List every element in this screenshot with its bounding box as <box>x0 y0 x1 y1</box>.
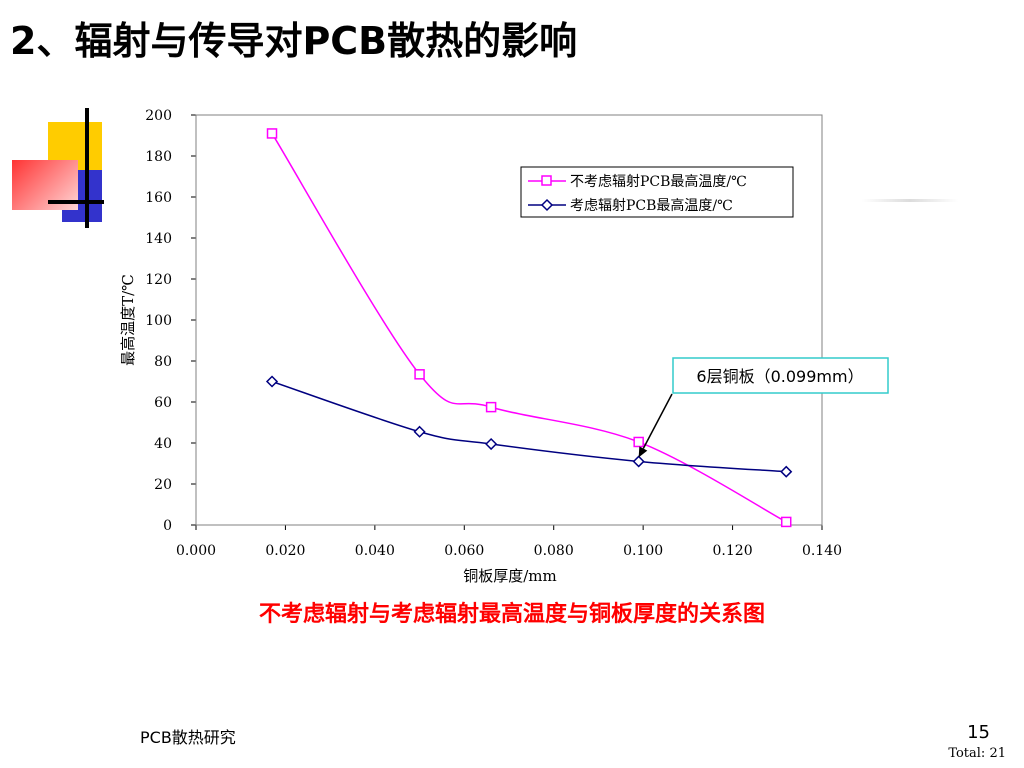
y-tick-label: 40 <box>154 436 172 452</box>
page-number: 15 <box>967 722 990 743</box>
y-tick-label: 120 <box>145 272 172 288</box>
y-tick-label: 200 <box>145 108 172 124</box>
deco-horizontal-line <box>48 200 104 204</box>
series-layer <box>265 128 793 528</box>
y-tick-label: 140 <box>145 231 172 247</box>
data-point-radiation <box>632 455 645 468</box>
x-tick-label: 0.140 <box>802 543 842 559</box>
y-axis-label: 最高温度T/℃ <box>119 274 137 366</box>
y-tick-label: 20 <box>154 477 172 493</box>
x-tick-label: 0.080 <box>534 543 574 559</box>
data-point-no-radiation <box>414 369 425 380</box>
x-tick-label: 0.040 <box>355 543 395 559</box>
legend-marker-radiation <box>540 198 554 212</box>
y-tick-label: 60 <box>154 395 172 411</box>
y-tick-label: 0 <box>163 518 172 534</box>
annotation-arrow <box>642 393 673 449</box>
deco-vertical-line <box>85 108 89 228</box>
x-axis-ticks: 0.000 0.020 0.040 0.060 0.080 0.100 0.120 0.140 <box>176 525 842 559</box>
annotation-text: 6层铜板（0.099mm） <box>696 367 863 386</box>
legend-label-radiation: 考虑辐射PCB最高温度/℃ <box>570 197 733 214</box>
annotation-box <box>672 357 889 394</box>
corner-decoration <box>0 100 110 230</box>
data-point-radiation <box>413 425 426 438</box>
plot-area-frame <box>195 114 823 526</box>
data-point-no-radiation <box>266 128 278 139</box>
slide-title: 2、辐射与传导对PCB散热的影响 <box>10 19 578 63</box>
y-axis-ticks: 0 20 40 60 80 100 120 140 160 180 200 <box>145 108 196 534</box>
decorative-fade-line <box>862 199 958 202</box>
data-point-no-radiation <box>485 401 497 413</box>
total-pages: Total: 21 <box>948 746 1006 761</box>
x-tick-label: 0.120 <box>713 543 753 559</box>
x-tick-label: 0.000 <box>176 543 216 559</box>
data-point-no-radiation <box>633 436 644 448</box>
y-tick-label: 100 <box>145 313 172 329</box>
y-tick-label: 80 <box>154 354 172 370</box>
annotation-callout: 6层铜板（0.099mm） <box>638 357 889 458</box>
annotation-arrowhead <box>638 446 648 458</box>
y-tick-label: 160 <box>145 190 172 206</box>
x-tick-label: 0.060 <box>444 543 484 559</box>
x-tick-label: 0.100 <box>623 543 663 559</box>
legend-box <box>520 166 794 218</box>
data-point-radiation <box>485 437 498 451</box>
legend-marker-no-radiation <box>541 175 552 186</box>
legend: 不考虑辐射PCB最高温度/℃ 考虑辐射PCB最高温度/℃ <box>520 166 794 218</box>
data-point-radiation <box>265 375 279 388</box>
data-point-radiation <box>780 465 793 478</box>
chart-caption: 不考虑辐射与考虑辐射最高温度与铜板厚度的关系图 <box>258 602 765 627</box>
x-tick-label: 0.020 <box>265 543 305 559</box>
y-tick-label: 180 <box>145 149 172 165</box>
x-axis-label: 铜板厚度/mm <box>463 567 557 585</box>
footer-title: PCB散热研究 <box>140 728 236 747</box>
series-line-radiation <box>271 380 787 473</box>
legend-label-no-radiation: 不考虑辐射PCB最高温度/℃ <box>570 173 747 190</box>
data-point-no-radiation <box>780 516 792 528</box>
